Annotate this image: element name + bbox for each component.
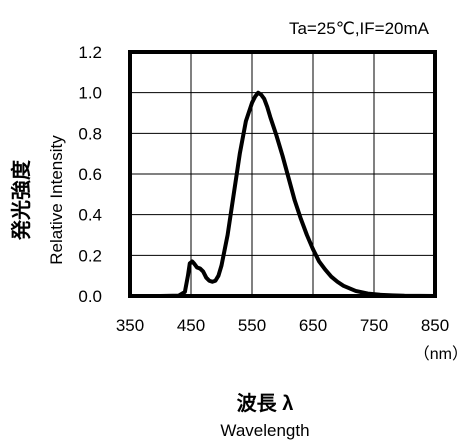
x-tick-label-4: 750 [360, 316, 388, 335]
chart-title: Ta=25℃,IF=20mA [289, 19, 430, 38]
y-tick-label-1: 0.2 [78, 246, 102, 265]
x-tick-label-0: 350 [116, 316, 144, 335]
x-tick-label-1: 450 [177, 316, 205, 335]
y-tick-labels: 0.0 0.2 0.4 0.6 0.8 1.0 1.2 [78, 43, 102, 306]
series-line-relative-intensity [128, 90, 437, 298]
x-tick-label-3: 650 [299, 316, 327, 335]
x-tick-labels: 350 450 550 650 750 850 [116, 316, 449, 335]
plot-frame [128, 50, 437, 298]
x-tick-label-5: 850 [421, 316, 449, 335]
x-axis-unit: （nm） [414, 345, 468, 363]
y-axis-label-japanese: 発光強度 [9, 159, 33, 241]
grid-lines [129, 51, 436, 297]
y-axis-label: Relative Intensity [47, 135, 66, 265]
y-tick-label-2: 0.4 [78, 206, 102, 225]
y-tick-label-0: 0.0 [78, 287, 102, 306]
y-tick-label-4: 0.8 [78, 124, 102, 143]
y-tick-label-6: 1.2 [78, 43, 102, 62]
x-axis-label: Wavelength [220, 421, 309, 440]
y-tick-label-3: 0.6 [78, 165, 102, 184]
y-tick-label-5: 1.0 [78, 84, 102, 103]
x-tick-label-2: 550 [238, 316, 266, 335]
x-axis-label-japanese: 波長 λ [237, 392, 294, 415]
